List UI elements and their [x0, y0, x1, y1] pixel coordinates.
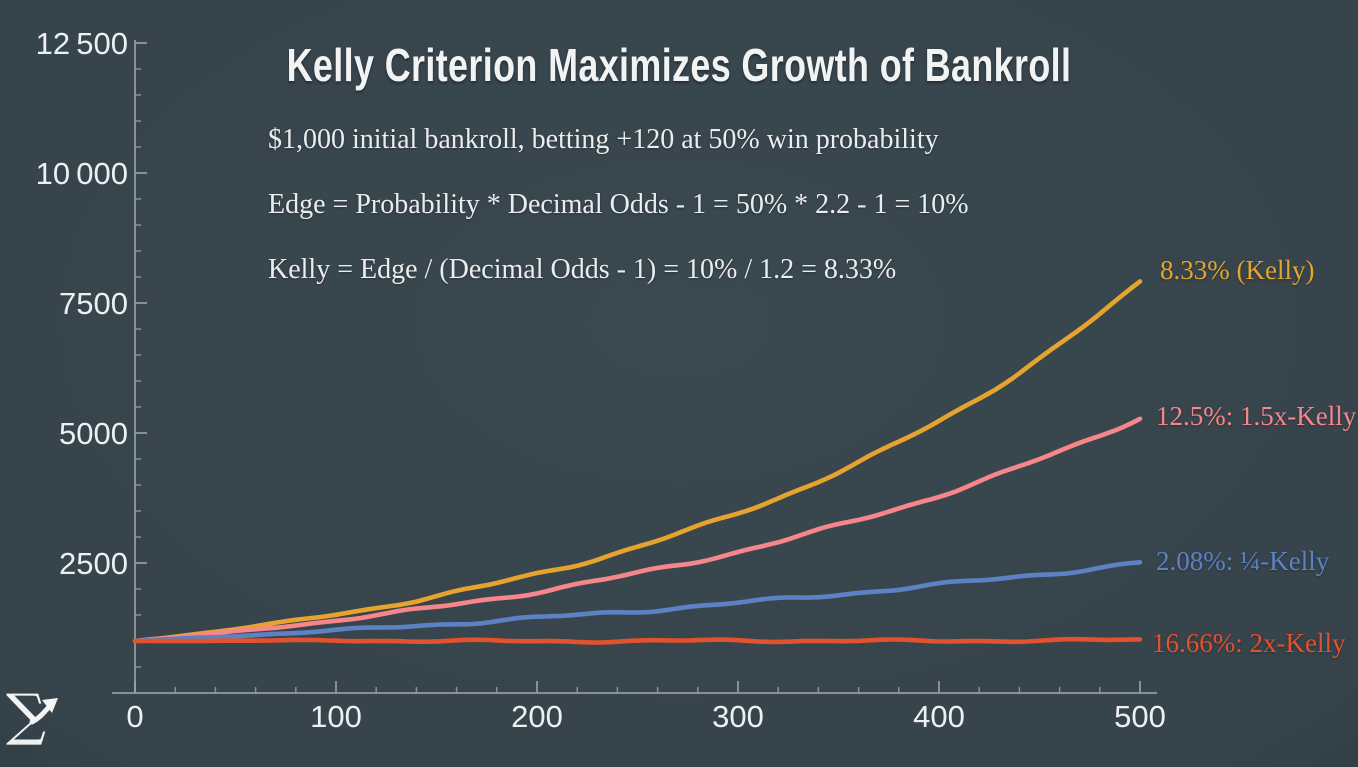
subtitle-kelly-formula: Kelly = Edge / (Decimal Odds - 1) = 10% …	[268, 254, 897, 285]
x-tick-label: 0	[126, 699, 143, 734]
x-tick-label: 300	[712, 699, 764, 734]
subtitle-bankroll: $1,000 initial bankroll, betting +120 at…	[268, 124, 939, 155]
northeast-arrow-icon	[29, 698, 58, 725]
series-line-quarter-kelly	[132, 559, 1143, 644]
x-tick-label: 100	[310, 699, 362, 734]
subtitle-edge-formula: Edge = Probability * Decimal Odds - 1 = …	[268, 189, 969, 220]
series-line-1-5x-kelly	[132, 416, 1143, 644]
sigma-logo: ∑	[6, 688, 66, 764]
series-line-kelly	[132, 279, 1143, 644]
series-label-2x-kelly: 16.66%: 2x-Kelly	[1152, 628, 1346, 658]
series-line-2x-kelly	[132, 636, 1143, 645]
y-tick-label: 7500	[59, 286, 128, 321]
y-tick-label: 5000	[59, 416, 128, 451]
series-label-kelly: 8.33% (Kelly)	[1160, 255, 1315, 285]
y-tick-label: 12 500	[36, 26, 128, 61]
series-label-1-5x-kelly: 12.5%: 1.5x-Kelly	[1156, 401, 1357, 431]
chart-title: Kelly Criterion Maximizes Growth of Bank…	[286, 39, 1072, 91]
series-label-quarter-kelly: 2.08%: ¼-Kelly	[1156, 546, 1330, 576]
y-tick-label: 2500	[59, 546, 128, 581]
x-tick-label: 200	[511, 699, 563, 734]
x-tick-label: 400	[913, 699, 965, 734]
y-tick-label: 10 000	[36, 156, 128, 191]
x-tick-label: 500	[1114, 699, 1166, 734]
